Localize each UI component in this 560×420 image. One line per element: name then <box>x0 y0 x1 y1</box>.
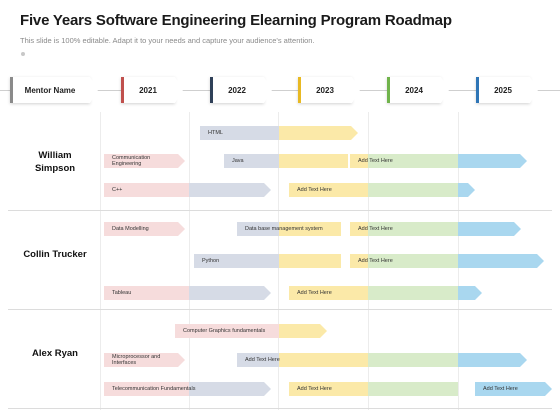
header-accent-bar <box>298 77 301 103</box>
bar-label: Add Text Here <box>483 385 518 392</box>
bar-label: Add Text Here <box>297 385 332 392</box>
bar-segment <box>458 353 527 367</box>
header-accent-bar <box>121 77 124 103</box>
timeline-bar-telecommunication: Telecommunication Fundamentals <box>104 382 195 396</box>
grid-column-line <box>100 112 101 410</box>
header-label: 2021 <box>139 85 157 95</box>
bar-label: Add Text Here <box>358 225 393 232</box>
header-mentor-name: Mentor Name <box>10 77 98 103</box>
timeline-bar-add-text: Add Text Here <box>289 286 368 300</box>
bar-label: Telecommunication Fundamentals <box>112 385 196 392</box>
page-title: Five Years Software Engineering Elearnin… <box>20 12 452 29</box>
timeline-bar-add-text: Add Text Here <box>350 222 393 236</box>
row-divider <box>8 408 552 409</box>
bar-label: Communication Engineering <box>112 154 151 168</box>
page-subtitle: This slide is 100% editable. Adapt it to… <box>20 36 315 45</box>
header-2024: 2024 <box>387 77 449 103</box>
bar-segment <box>279 222 341 236</box>
bar-label: Tableau <box>112 289 132 296</box>
timeline-bar-dbms: Data base management system <box>237 222 323 236</box>
header-label: 2025 <box>494 85 512 95</box>
bar-segment <box>279 324 327 338</box>
grid-column-line <box>189 112 190 410</box>
timeline-bar-communication-engineering: Communication Engineering <box>104 154 185 168</box>
bar-segment <box>458 154 527 168</box>
bar-label: Add Text Here <box>358 157 393 164</box>
bar-label: Java <box>232 157 244 164</box>
bar-label: Add Text Here <box>358 257 393 264</box>
bar-label: C++ <box>112 186 123 193</box>
timeline-bar-tableau: Tableau <box>104 286 189 300</box>
bar-label: Add Text Here <box>297 186 332 193</box>
bar-label: Microprocessor and Interfaces <box>112 353 161 367</box>
header-label: Mentor Name <box>24 85 76 95</box>
bar-segment <box>368 222 458 236</box>
header-label: 2024 <box>405 85 423 95</box>
bar-segment <box>368 183 458 197</box>
header-label: 2022 <box>228 85 246 95</box>
mentor-name: Alex Ryan <box>32 348 78 359</box>
bar-segment <box>189 382 271 396</box>
header-arrow-tip <box>175 77 183 103</box>
header-2021: 2021 <box>121 77 183 103</box>
timeline-bar-add-text: Add Text Here <box>350 154 393 168</box>
timeline-bar-add-text: Add Text Here <box>350 254 393 268</box>
bar-label: Data base management system <box>245 225 323 232</box>
bar-label: Add Text Here <box>297 289 332 296</box>
decorative-dot <box>21 52 25 56</box>
bar-segment <box>368 286 458 300</box>
bar-segment <box>368 254 458 268</box>
timeline-bar-cpp: C++ <box>104 183 189 197</box>
timeline-bar-add-text: Add Text Here <box>289 183 368 197</box>
bar-segment <box>189 183 271 197</box>
bar-segment <box>279 126 358 140</box>
header-accent-bar <box>387 77 390 103</box>
header-accent-bar <box>210 77 213 103</box>
bar-segment <box>458 222 521 236</box>
bar-label: HTML <box>208 129 223 136</box>
bar-label: Data Modelling <box>112 225 149 232</box>
header-arrow-tip <box>530 77 538 103</box>
header-accent-bar <box>476 77 479 103</box>
timeline-bar-data-modelling: Data Modelling <box>104 222 185 236</box>
header-accent-bar <box>10 77 13 103</box>
timeline-bar-add-text: Add Text Here <box>475 382 552 396</box>
row-divider <box>8 309 552 310</box>
header-label: 2023 <box>316 85 334 95</box>
timeline-bar-computer-graphics: Computer Graphics fundamentals <box>175 324 279 338</box>
header-arrow-tip <box>352 77 360 103</box>
row-divider <box>8 210 552 211</box>
bar-segment <box>368 154 458 168</box>
header-arrow-tip <box>90 77 98 103</box>
timeline-bar-add-text: Add Text Here <box>237 353 280 367</box>
header-arrow-tip <box>264 77 272 103</box>
header-2023: 2023 <box>298 77 360 103</box>
bar-segment <box>458 254 544 268</box>
mentor-name: William Simpson <box>34 150 76 174</box>
timeline-bar-java: Java <box>224 154 279 168</box>
bar-label: Python <box>202 257 220 264</box>
timeline-bar-python: Python <box>194 254 279 268</box>
bar-segment <box>368 353 458 367</box>
header-2025: 2025 <box>476 77 538 103</box>
bar-segment <box>458 286 482 300</box>
timeline-line <box>0 90 560 91</box>
timeline-bar-add-text: Add Text Here <box>289 382 368 396</box>
mentor-name: Collin Trucker <box>23 249 87 260</box>
timeline-bar-html: HTML <box>200 126 279 140</box>
bar-label: Add Text Here <box>245 356 280 363</box>
timeline-bar-microprocessor: Microprocessor and Interfaces <box>104 353 185 367</box>
bar-segment <box>189 286 271 300</box>
bar-segment <box>279 353 368 367</box>
header-arrow-tip <box>441 77 449 103</box>
bar-segment <box>458 183 475 197</box>
bar-segment <box>279 154 348 168</box>
header-2022: 2022 <box>210 77 272 103</box>
bar-segment <box>368 382 458 396</box>
bar-label: Computer Graphics fundamentals <box>183 327 266 334</box>
bar-segment <box>279 254 341 268</box>
